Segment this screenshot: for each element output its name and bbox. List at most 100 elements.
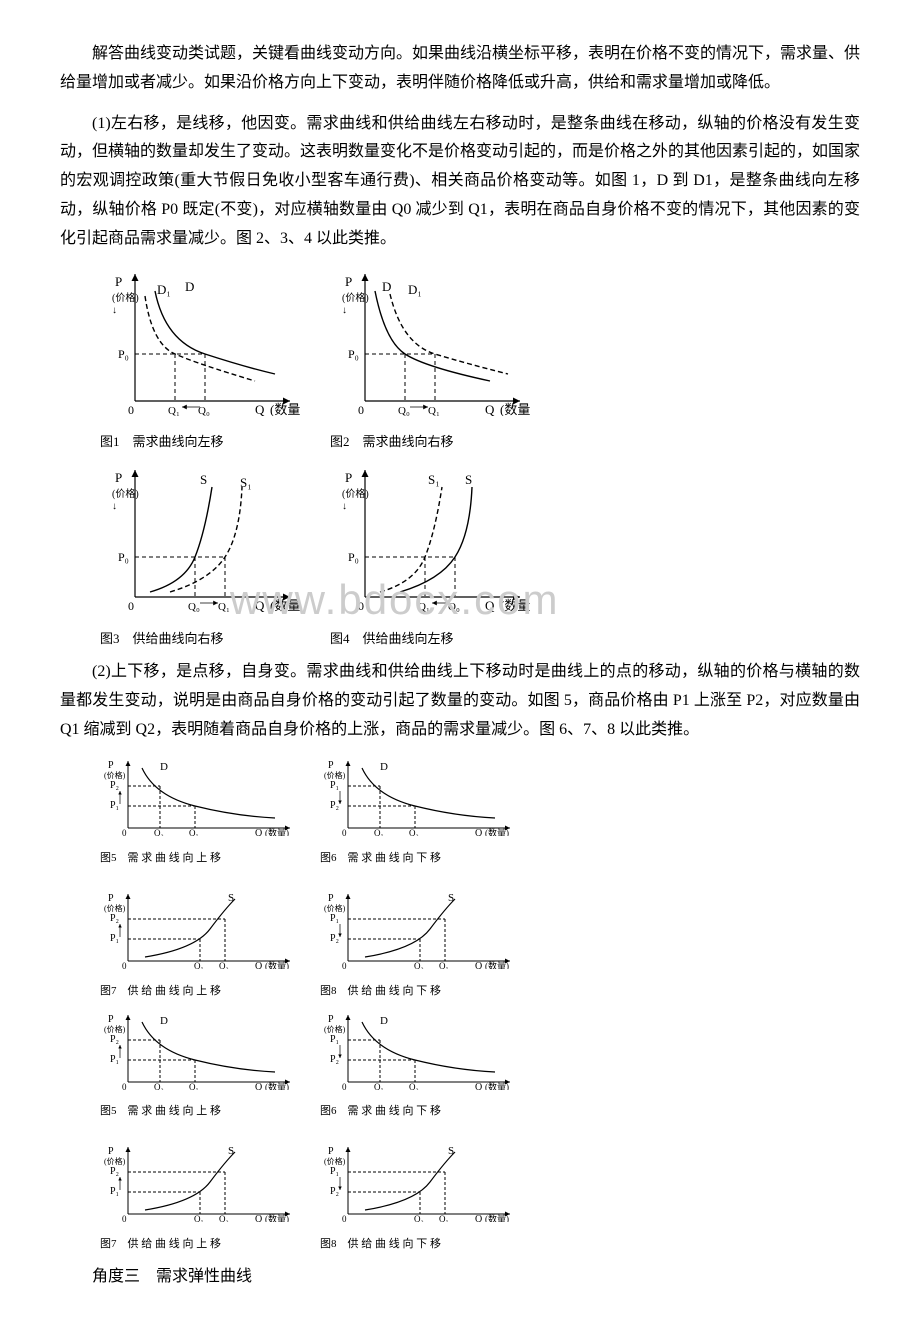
- svg-text:Q: Q: [475, 828, 483, 836]
- svg-text:P₀: P₀: [348, 550, 359, 564]
- svg-text:P₁: P₁: [110, 1054, 119, 1065]
- svg-text:Q₁: Q₁: [189, 828, 199, 836]
- small-figures-block-2: P (价格) P₂ P₁ Q (数量) 0 Q₂ Q₁ D 图5 需 求 曲 线…: [100, 1010, 560, 1255]
- svg-text:Q₂: Q₂: [219, 961, 229, 969]
- svg-text:(数量): (数量): [500, 598, 530, 612]
- figure-5: P (价格) P₂ P₁ Q (数量) 0 Q₂ Q₁ D 图5 需 求 曲 线…: [100, 756, 300, 869]
- svg-text:S: S: [448, 892, 454, 904]
- svg-text:(价格): (价格): [112, 487, 139, 500]
- svg-text:(数量): (数量): [265, 1081, 289, 1090]
- svg-text:0: 0: [358, 403, 364, 416]
- svg-text:(价格): (价格): [342, 291, 369, 304]
- svg-text:Q₀: Q₀: [398, 405, 410, 416]
- svg-text:D₁: D₁: [408, 282, 422, 297]
- svg-text:P₂: P₂: [330, 933, 339, 944]
- svg-text:0: 0: [122, 1214, 127, 1222]
- svg-text:↓: ↓: [342, 501, 347, 512]
- svg-text:(价格): (价格): [112, 291, 139, 304]
- svg-text:P₂: P₂: [330, 1054, 339, 1065]
- svg-text:Q₁: Q₁: [194, 1214, 204, 1222]
- svg-text:(数量): (数量): [270, 402, 300, 416]
- svg-text:P: P: [328, 1014, 334, 1025]
- svg-text:Q: Q: [255, 598, 265, 612]
- svg-text:(数量): (数量): [485, 960, 509, 969]
- svg-text:Q: Q: [475, 1082, 483, 1090]
- y-axis-label: P: [115, 274, 122, 289]
- svg-text:(价格): (价格): [324, 1156, 346, 1166]
- svg-text:Q: Q: [255, 1082, 263, 1090]
- svg-text:(价格): (价格): [104, 903, 126, 913]
- svg-text:P₀: P₀: [118, 347, 129, 361]
- svg-text:0: 0: [342, 1082, 347, 1090]
- svg-text:Q₁: Q₁: [439, 961, 449, 969]
- svg-text:Q₂: Q₂: [414, 961, 424, 969]
- svg-text:S: S: [465, 472, 472, 487]
- svg-text:Q₁: Q₁: [189, 1082, 199, 1090]
- svg-text:Q: Q: [255, 961, 263, 969]
- svg-text:0: 0: [342, 961, 347, 969]
- figure-1-caption: 图1 需求曲线向左移: [100, 430, 300, 453]
- svg-text:P: P: [108, 1014, 114, 1025]
- svg-text:0: 0: [342, 828, 347, 836]
- svg-text:(价格): (价格): [104, 1156, 126, 1166]
- svg-text:Q: Q: [475, 1214, 483, 1222]
- svg-text:P: P: [108, 760, 114, 771]
- svg-text:S: S: [448, 1145, 454, 1157]
- svg-text:(价格): (价格): [104, 770, 126, 780]
- svg-text:0: 0: [342, 1214, 347, 1222]
- svg-text:↓: ↓: [342, 305, 347, 316]
- svg-text:Q₂: Q₂: [154, 828, 164, 836]
- figure-5b: P (价格) P₂ P₁ Q (数量) 0 Q₂ Q₁ D 图5 需 求 曲 线…: [100, 1010, 300, 1123]
- svg-text:(价格): (价格): [324, 1024, 346, 1034]
- svg-text:P: P: [345, 470, 352, 485]
- svg-text:↓: ↓: [112, 501, 117, 512]
- svg-text:Q₁: Q₁: [428, 405, 440, 416]
- svg-text:Q₂: Q₂: [154, 1082, 164, 1090]
- figure-row-2: P (价格) ↓ (数量) Q 0 P₀ Q₀ Q₁ S S₁ 图3 供给曲线向…: [100, 462, 860, 650]
- svg-text:P₁: P₁: [330, 913, 339, 924]
- svg-text:P: P: [328, 1146, 334, 1157]
- svg-text:(价格): (价格): [104, 1024, 126, 1034]
- svg-text:P₁: P₁: [330, 1166, 339, 1177]
- section-heading-angle-3: 角度三 需求弹性曲线: [60, 1263, 860, 1292]
- svg-text:D: D: [382, 279, 391, 294]
- svg-text:Q₂: Q₂: [409, 1082, 419, 1090]
- svg-text:Q: Q: [255, 1214, 263, 1222]
- svg-text:P: P: [328, 893, 334, 904]
- small-figures-block-1: P (价格) P₂ P₁ Q (数量) 0 Q₂ Q₁ D 图5 需 求 曲 线…: [100, 756, 560, 1001]
- svg-text:Q₁: Q₁: [194, 961, 204, 969]
- svg-text:0: 0: [122, 828, 127, 836]
- svg-text:Q₁: Q₁: [374, 828, 384, 836]
- paragraph-1: (1)左右移，是线移，他因变。需求曲线和供给曲线左右移动时，是整条曲线在移动，纵…: [60, 110, 860, 254]
- svg-text:P: P: [345, 274, 352, 289]
- figure-7b: P (价格) P₂ P₁ Q (数量) 0 Q₁ Q₂ S 图7 供 给 曲 线…: [100, 1142, 300, 1255]
- svg-text:(数量): (数量): [500, 402, 530, 416]
- svg-text:Q₁: Q₁: [418, 601, 430, 612]
- svg-text:P₁: P₁: [110, 1186, 119, 1197]
- svg-text:Q: Q: [475, 961, 483, 969]
- svg-text:P₁: P₁: [110, 800, 119, 811]
- svg-text:P₁: P₁: [330, 1034, 339, 1045]
- svg-text:Q₁: Q₁: [218, 601, 230, 612]
- svg-text:0: 0: [122, 961, 127, 969]
- svg-text:Q₂: Q₂: [414, 1214, 424, 1222]
- figure-3: P (价格) ↓ (数量) Q 0 P₀ Q₀ Q₁ S S₁ 图3 供给曲线向…: [100, 462, 300, 650]
- svg-text:P₂: P₂: [110, 1034, 119, 1045]
- svg-text:(数量): (数量): [485, 827, 509, 836]
- svg-text:S: S: [228, 1145, 234, 1157]
- svg-text:↓: ↓: [112, 305, 117, 316]
- svg-text:(数量): (数量): [265, 827, 289, 836]
- svg-text:S: S: [200, 472, 207, 487]
- svg-text:0: 0: [122, 1082, 127, 1090]
- svg-text:(价格): (价格): [342, 487, 369, 500]
- svg-text:(价格): (价格): [324, 903, 346, 913]
- svg-text:Q₁: Q₁: [439, 1214, 449, 1222]
- svg-text:P₁: P₁: [110, 933, 119, 944]
- figure-4-caption: 图4 供给曲线向左移: [330, 627, 530, 650]
- svg-text:D: D: [380, 761, 388, 773]
- figure-8: P (价格) P₁ P₂ Q (数量) 0 Q₂ Q₁ S 图8 供 给 曲 线…: [320, 889, 520, 1002]
- svg-text:Q: Q: [255, 828, 263, 836]
- paragraph-2: (2)上下移，是点移，自身变。需求曲线和供给曲线上下移动时是曲线上的点的移动，纵…: [60, 658, 860, 744]
- svg-text:0: 0: [128, 403, 134, 416]
- svg-text:P₁: P₁: [330, 780, 339, 791]
